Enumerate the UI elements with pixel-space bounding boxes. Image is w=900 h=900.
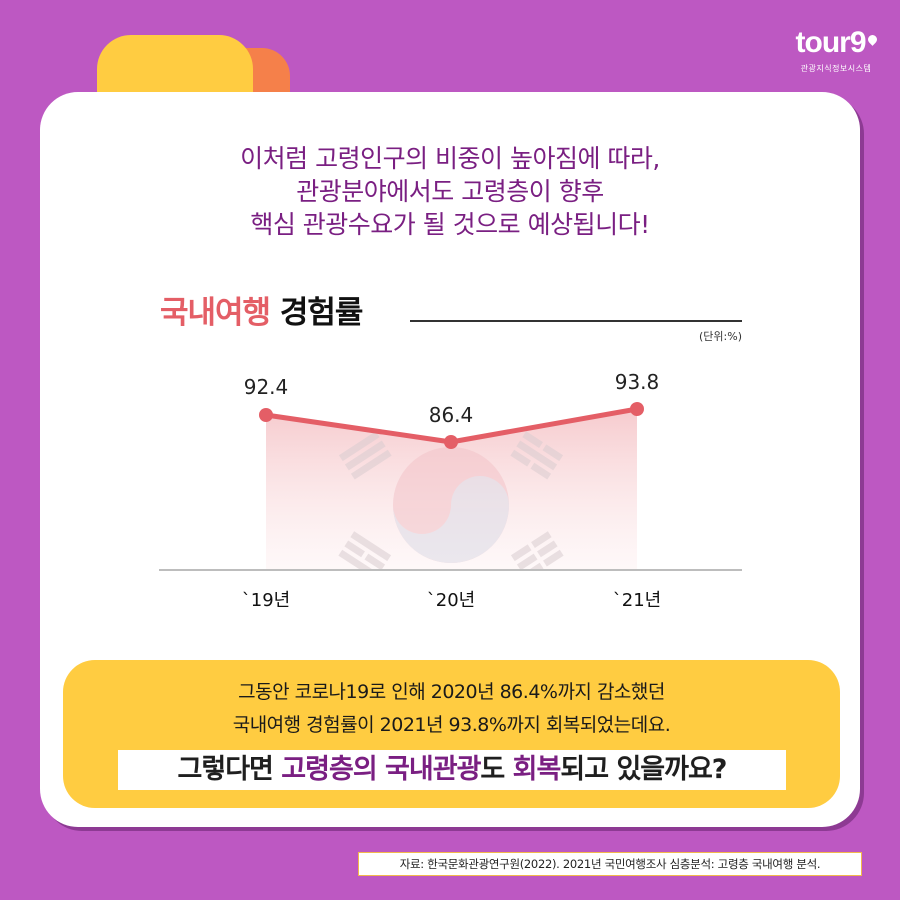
intro-line: 이처럼 고령인구의 비중이 높아짐에 따라, (240, 144, 660, 173)
data-point (444, 435, 458, 449)
taegukgi-motif (338, 431, 564, 569)
x-axis-label: `21년 (612, 590, 662, 611)
headline-highlight-bar (118, 750, 786, 790)
chart-title-plain: 경험률 (279, 295, 364, 331)
summary-line: 국내여행 경험률이 2021년 93.8%까지 회복되었는데요. (232, 714, 671, 736)
logo-subtitle: 관광지식정보시스템 (800, 64, 872, 73)
chart-title: 국내여행 경험률 (160, 287, 364, 332)
logo-wordmark: tour9 (796, 26, 879, 60)
unit-label: (단위:%) (699, 330, 742, 343)
data-label: 86.4 (428, 403, 474, 427)
title-underline (410, 320, 742, 322)
chart-title-accent: 국내여행 (160, 295, 271, 331)
tour9-logo: tour9 관광지식정보시스템 (786, 26, 886, 86)
data-label: 92.4 (243, 375, 289, 399)
summary-text: 그동안 코로나19로 인해 2020년 86.4%까지 감소했던 국내여행 경험… (63, 676, 840, 742)
data-point (259, 408, 273, 422)
headline-part: 도 (480, 754, 513, 785)
x-axis-label: `20년 (426, 590, 476, 611)
x-axis-label: `19년 (241, 590, 291, 611)
intro-line: 핵심 관광수요가 될 것으로 예상됩니다! (250, 210, 650, 239)
intro-line: 관광분야에서도 고령층이 향후 (296, 177, 604, 206)
intro-text: 이처럼 고령인구의 비중이 높아짐에 따라, 관광분야에서도 고령층이 향후 핵… (100, 142, 800, 241)
headline-part-highlight: 회복 (512, 754, 562, 785)
headline-question: 그렇다면 고령층의 국내관광도 회복되고 있을까요? (118, 750, 786, 790)
data-point (630, 402, 644, 416)
summary-line: 그동안 코로나19로 인해 2020년 86.4%까지 감소했던 (238, 681, 665, 703)
data-label: 93.8 (614, 370, 660, 394)
headline-part: 그렇다면 (177, 754, 282, 785)
headline-part: 되고 있을까요? (560, 754, 727, 785)
headline-part-highlight: 고령층의 국내관광 (281, 754, 481, 785)
source-citation: 자료: 한국문화관광연구원(2022). 2021년 국민여행조사 심층분석: … (358, 852, 862, 876)
